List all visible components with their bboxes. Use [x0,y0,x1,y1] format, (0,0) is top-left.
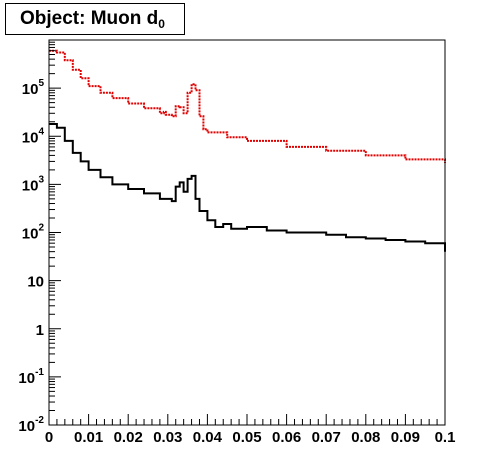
chart-title: Object: Muon d0 [5,3,185,35]
x-tick-label: 0.09 [391,429,420,446]
axis-layer: 0 0.01 0.02 0.03 0.04 0.05 0.06 0.07 0.08 0.09 0.1… [18,41,456,446]
y-tick-label: 102 [22,223,45,243]
y-tick-label: 1 [36,322,44,339]
y-tick-label: 104 [22,126,45,146]
x-tick-label: 0.04 [193,429,223,446]
x-tick-label: 0.02 [114,429,143,446]
plot-frame [48,39,446,426]
y-tick-label: 105 [22,78,45,98]
histogram-series-1 [49,123,446,252]
chart-title-subscript: 0 [158,17,165,31]
y-tick-label: 103 [22,174,45,194]
x-tick-label: 0 [45,429,53,446]
x-tick-label: 0.06 [272,429,301,446]
x-tick-label: 0.08 [351,429,380,446]
histogram-series-0 [49,49,446,163]
y-tick-label: 10-1 [18,367,44,387]
y-tick-label: 10-2 [18,415,44,435]
x-tick-label: 0.03 [153,429,182,446]
x-tick-label: 0.1 [435,429,456,446]
chart-title-text: Object: Muon d [20,8,159,29]
series-layer [49,49,446,252]
x-tick-label: 0.05 [232,429,261,446]
x-tick-label: 0.07 [312,429,341,446]
y-tick-label: 10 [27,274,44,291]
x-tick-label: 0.01 [74,429,103,446]
